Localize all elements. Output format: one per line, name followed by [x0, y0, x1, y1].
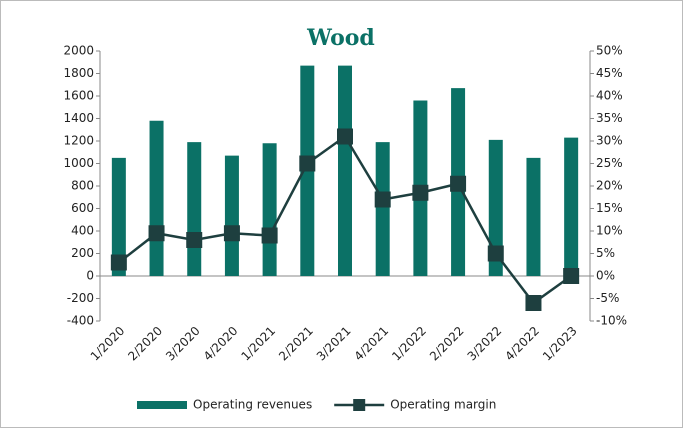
- y2-tick-label: 25%: [596, 156, 623, 170]
- y-tick-label: 1400: [63, 111, 94, 125]
- y-tick-label: 0: [86, 269, 94, 283]
- y2-tick-label: 35%: [596, 111, 623, 125]
- marker: [337, 128, 353, 145]
- y-tick-label: 1800: [63, 66, 94, 80]
- bar: [375, 142, 390, 276]
- legend-label: Operating revenues: [193, 398, 312, 412]
- y-tick-label: 200: [71, 246, 94, 260]
- y2-tick-label: 10%: [596, 224, 623, 238]
- y-tick-label: 400: [71, 224, 94, 238]
- y-tick-label: 1600: [63, 89, 94, 103]
- bar: [564, 137, 579, 276]
- marker: [525, 295, 542, 311]
- bar: [488, 139, 503, 276]
- y-tick-label: 1000: [63, 156, 94, 170]
- marker: [110, 254, 127, 271]
- y-tick-label: 2000: [63, 44, 94, 58]
- legend-swatch: [353, 399, 366, 411]
- y2-tick-label: 15%: [596, 201, 623, 215]
- marker: [261, 227, 278, 244]
- bar: [187, 142, 202, 276]
- y2-tick-label: 40%: [596, 89, 623, 103]
- marker: [186, 232, 203, 248]
- marker: [450, 175, 467, 192]
- marker: [487, 245, 504, 262]
- bar: [111, 157, 126, 276]
- marker: [563, 268, 580, 284]
- y-tick-label: 600: [71, 201, 94, 215]
- marker: [374, 191, 391, 208]
- y2-tick-label: 45%: [596, 66, 623, 80]
- y-tick-label: -400: [67, 314, 94, 328]
- marker: [223, 225, 240, 242]
- y2-tick-label: 50%: [596, 44, 623, 58]
- marker: [148, 225, 165, 242]
- bar: [338, 65, 352, 276]
- y2-tick-label: -10%: [596, 314, 627, 328]
- bar: [224, 155, 239, 276]
- y-tick-label: -200: [67, 291, 94, 305]
- y2-tick-label: 5%: [596, 246, 615, 260]
- bar: [526, 157, 541, 276]
- marker: [299, 155, 316, 172]
- marker: [412, 184, 429, 201]
- bar: [149, 120, 164, 276]
- legend-swatch: [137, 401, 187, 409]
- bar: [262, 143, 277, 276]
- y-tick-label: 1200: [63, 134, 94, 148]
- y-tick-label: 800: [71, 179, 94, 193]
- y2-tick-label: 20%: [596, 179, 623, 193]
- legend-label: Operating margin: [390, 398, 496, 412]
- chart-title: Wood: [306, 25, 375, 51]
- y2-tick-label: -5%: [596, 291, 619, 305]
- y2-tick-label: 0%: [596, 269, 615, 283]
- y2-tick-label: 30%: [596, 134, 623, 148]
